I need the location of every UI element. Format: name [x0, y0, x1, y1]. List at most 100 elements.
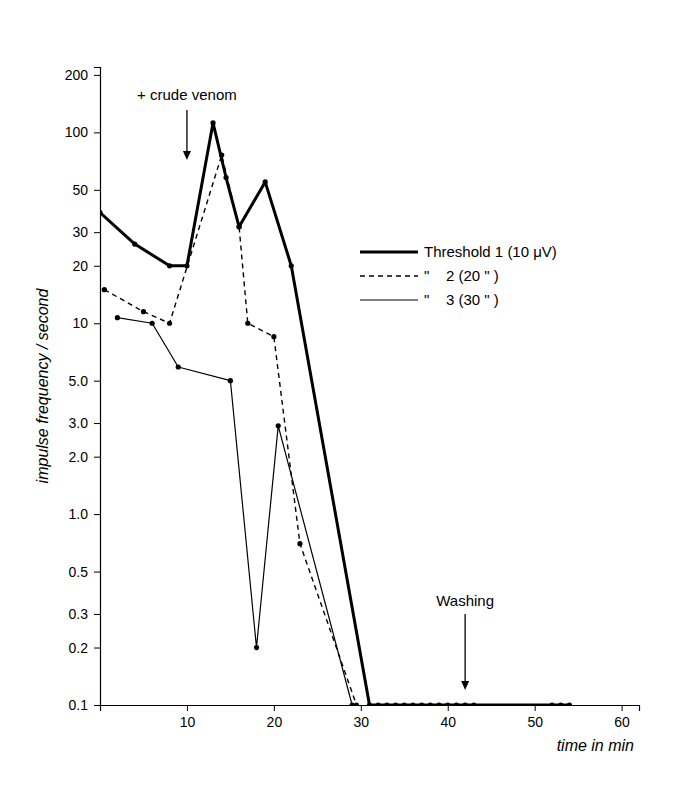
y-tick-label: 30	[72, 224, 88, 240]
series-marker	[471, 702, 476, 705]
y-tick: 100	[65, 124, 100, 140]
series-marker	[454, 702, 459, 705]
y-tick-label: 5.0	[69, 373, 89, 389]
series-line	[100, 123, 569, 705]
y-tick-label: 100	[65, 124, 89, 140]
y-tick-label: 0.5	[69, 564, 89, 580]
chart: 0.1 0.2 0.3 0.5 1.0 2.0 3.0 5.0 10 20 30 50 100 200 10…	[0, 0, 687, 800]
y-tick: 30	[72, 224, 100, 240]
x-tick: 20	[267, 705, 283, 730]
x-axis-title: time in min	[557, 737, 634, 754]
series-marker	[150, 321, 155, 326]
annotation-text: + crude venom	[137, 86, 237, 103]
annotation-arrow	[186, 110, 187, 154]
y-tick-label: 200	[65, 67, 89, 83]
series-marker	[228, 378, 233, 383]
y-tick-mark	[94, 323, 100, 324]
series-marker	[167, 321, 172, 326]
series-marker	[567, 702, 572, 705]
y-tick-mark	[94, 572, 100, 573]
y-tick: 2.0	[69, 449, 100, 465]
y-tick-label: 10	[72, 315, 88, 331]
series-marker	[236, 224, 241, 229]
y-tick-label: 1.0	[69, 506, 89, 522]
y-tick: 20	[72, 258, 100, 274]
series-marker	[115, 315, 120, 320]
x-tick-mark	[187, 705, 188, 711]
series-marker	[350, 702, 355, 705]
x-tick: 30	[354, 705, 370, 730]
x-tick-mark	[535, 705, 536, 711]
y-tick-label: 3.0	[69, 415, 89, 431]
axis-line	[101, 706, 640, 712]
y-tick-mark	[94, 423, 100, 424]
y-tick-mark	[94, 190, 100, 191]
x-tick: 40	[440, 705, 456, 730]
x-tick-label: 20	[267, 714, 283, 730]
y-tick-label: 20	[72, 258, 88, 274]
x-tick-mark	[361, 705, 362, 711]
y-tick-mark	[94, 514, 100, 515]
y-tick: 10	[72, 315, 100, 331]
series-marker	[410, 702, 415, 705]
series-marker	[289, 263, 294, 268]
x-tick-label: 40	[440, 714, 456, 730]
series-marker	[271, 334, 276, 339]
x-axis: 10 20 30 40 50 60	[101, 705, 640, 730]
x-tick: 60	[614, 705, 630, 730]
annotation-arrow	[464, 614, 465, 684]
y-tick: 1.0	[69, 506, 100, 522]
y-tick-mark	[94, 381, 100, 382]
x-tick-label: 60	[614, 714, 630, 730]
x-tick-mark	[448, 705, 449, 711]
y-tick: 0.5	[69, 564, 100, 580]
series-marker	[263, 179, 268, 184]
x-tick-label: 50	[527, 714, 543, 730]
series-marker	[167, 263, 172, 268]
series-marker	[254, 645, 259, 650]
y-tick: 0.2	[69, 640, 100, 656]
series-line	[104, 155, 356, 705]
series-marker	[445, 702, 450, 705]
series-marker	[428, 702, 433, 705]
y-tick: 5.0	[69, 373, 100, 389]
y-tick-mark	[94, 648, 100, 649]
x-tick-label: 30	[354, 714, 370, 730]
series-marker	[436, 702, 441, 705]
x-tick: 10	[180, 705, 196, 730]
series-marker	[276, 423, 281, 428]
annotation-text: Washing	[436, 592, 494, 609]
series-marker	[419, 702, 424, 705]
y-tick-label: 0.2	[69, 640, 89, 656]
series-marker	[219, 153, 224, 158]
legend-label: " 2 (20 " )	[424, 267, 499, 284]
series-marker	[184, 263, 189, 268]
series-marker	[402, 702, 407, 705]
annotation-arrowhead	[183, 151, 191, 160]
series-marker	[102, 287, 107, 292]
y-tick-mark	[94, 75, 100, 76]
series-marker	[367, 702, 372, 705]
y-tick-mark	[94, 266, 100, 267]
series-marker	[558, 702, 563, 705]
y-tick-label: 2.0	[69, 449, 89, 465]
series-marker	[393, 702, 398, 705]
y-tick: 0.1	[69, 697, 100, 713]
x-tick: 50	[527, 705, 543, 730]
annotation: Washing	[436, 592, 494, 690]
y-tick: 200	[65, 67, 100, 83]
y-tick-label: 50	[72, 182, 88, 198]
annotation: + crude venom	[137, 86, 237, 160]
series-marker	[132, 241, 137, 246]
legend-label: Threshold 1 (10 μV)	[424, 243, 557, 260]
y-tick-mark	[94, 705, 100, 706]
y-tick-label: 0.3	[69, 606, 89, 622]
series-marker	[100, 210, 103, 215]
y-axis-title: impulse frequency / second	[34, 288, 51, 484]
y-tick: 3.0	[69, 415, 100, 431]
series-marker	[376, 702, 381, 705]
series-marker	[384, 702, 389, 705]
series-marker	[176, 364, 181, 369]
series-marker	[297, 541, 302, 546]
y-tick-mark	[94, 132, 100, 133]
